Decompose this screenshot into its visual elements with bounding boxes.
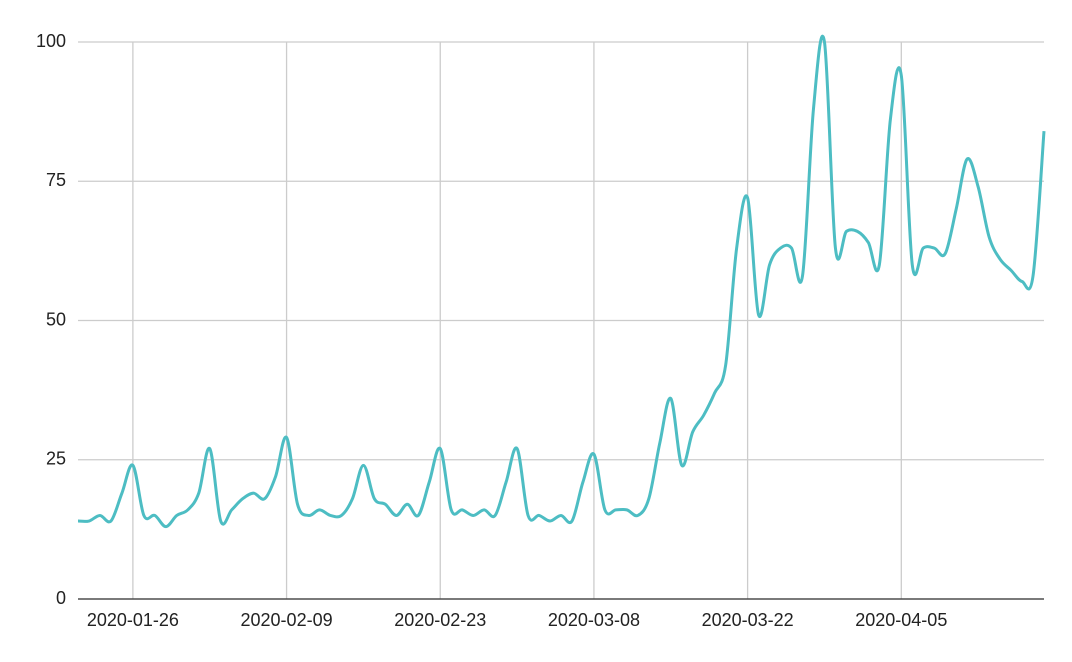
y-tick-label: 0: [56, 588, 66, 608]
x-tick-label: 2020-03-08: [548, 610, 640, 630]
x-tick-label: 2020-03-22: [702, 610, 794, 630]
x-tick-label: 2020-01-26: [87, 610, 179, 630]
y-tick-label: 75: [46, 170, 66, 190]
data-line: [77, 34, 1046, 529]
y-tick-label: 50: [46, 309, 66, 329]
x-tick-label: 2020-02-09: [241, 610, 333, 630]
x-tick-label: 2020-04-05: [855, 610, 947, 630]
y-tick-label: 100: [36, 31, 66, 51]
y-tick-label: 25: [46, 449, 66, 469]
x-tick-label: 2020-02-23: [394, 610, 486, 630]
